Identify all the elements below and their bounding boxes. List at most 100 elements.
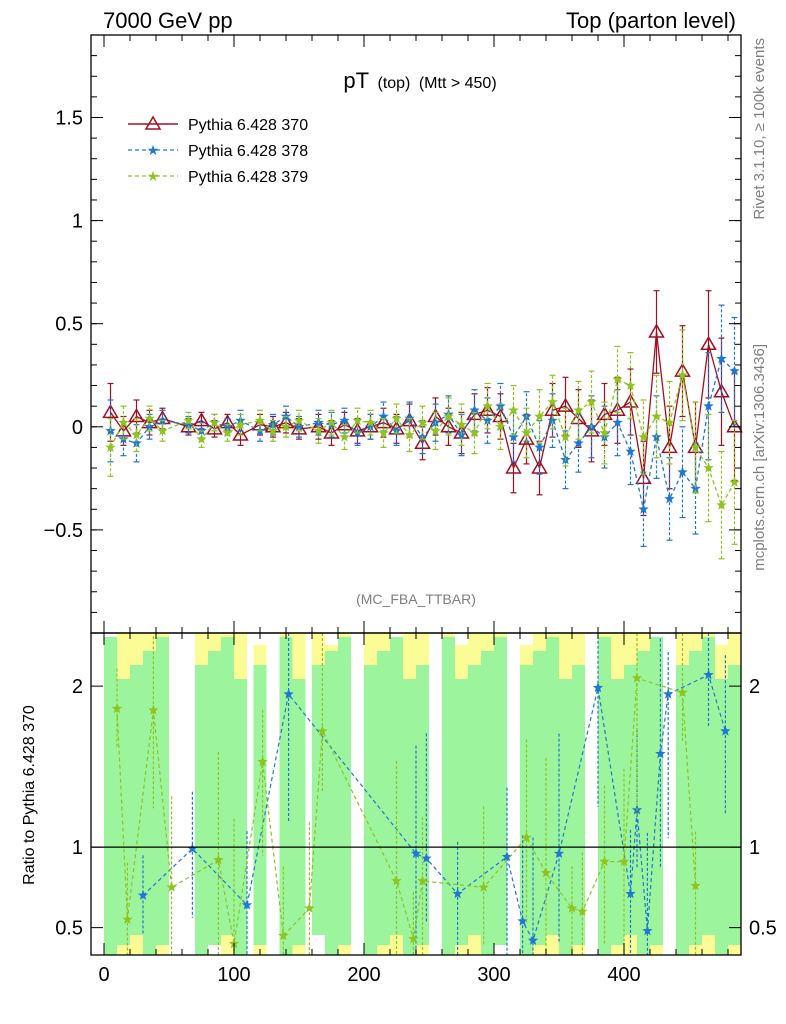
data-point [596,405,613,421]
ratio-y-tick-label: 1 [72,837,83,859]
ratio-y-tick-label: 0.5 [55,918,83,940]
data-point [651,411,662,421]
ratio-band-inner [637,651,650,955]
ratio-data-point [410,848,422,858]
data-point [232,426,249,441]
data-point [102,403,119,419]
ratio-data-point [213,854,224,865]
ratio-plot-marks [111,633,731,955]
ratio-data-point [257,756,268,767]
ratio-data-point [592,682,604,693]
ratio-ylabel: Ratio to Pythia 6.428 370 [21,705,38,885]
y-tick-label: 0.5 [55,314,83,336]
data-point [703,462,714,473]
ratio-band-inner [208,651,221,945]
data-point [547,396,558,407]
ratio-band-inner [468,665,481,935]
ratio-band-inner [494,637,507,945]
plot-title-sub2: (Mtt > 450) [419,75,497,92]
ratio-data-point [663,688,674,699]
data-point [557,397,574,412]
y-tick-label: −0.5 [44,520,83,542]
data-point [700,335,717,351]
data-point [729,477,740,487]
data-point [183,419,194,430]
header-right: Top (parton level) [566,8,736,33]
ratio-data-point [631,672,643,683]
main-plot-marks [102,290,743,560]
x-tick-label: 300 [477,964,510,986]
ratio-band-inner [143,651,156,955]
data-point [599,427,610,438]
ratio-band-inner [559,679,572,955]
ratio-data-point [599,856,610,867]
data-point [716,353,727,364]
ratio-data-point [553,848,565,858]
x-tick-label: 100 [217,964,250,986]
data-point [352,415,363,426]
data-point [293,421,305,432]
plot-title-sub1: (top) [377,75,410,92]
data-point [690,483,701,494]
ratio-band-inner [338,637,351,945]
data-point [323,424,340,439]
data-point [638,431,649,442]
ratio-data-point [577,906,588,916]
ratio-band-inner [650,637,663,945]
ratio-data-point [137,889,149,900]
data-point [267,425,279,436]
plot-title: pT (top) (Mtt > 450) [343,68,496,93]
data-point [508,404,519,415]
data-point [290,420,308,435]
data-point [612,417,623,428]
data-point [365,421,376,432]
data-point [573,404,584,415]
ratio-band-inner [364,665,377,955]
data-point [560,431,571,442]
data-point [391,413,402,423]
data-point [144,421,155,432]
legend-marker-379: ★ [147,168,160,184]
ratio-band-inner [403,679,416,955]
ratio-data-point [720,725,731,736]
ratio-band-inner [728,665,741,945]
data-point [664,493,675,504]
data-point [547,415,558,426]
data-point [534,411,545,421]
data-point [456,419,467,430]
data-point [105,441,116,452]
ratio-data-point [478,881,489,892]
data-point [378,411,389,421]
ratio-band-inner [221,637,234,935]
legend: Pythia 6.428 370 ★ Pythia 6.428 378 ★ Py… [128,115,308,186]
ratio-data-point [677,687,688,697]
x-tick-label: 0 [98,964,109,986]
data-point [505,459,522,474]
legend-marker-370 [144,115,162,130]
legend-marker-378: ★ [147,142,160,158]
ratio-y-tick-label-right: 0.5 [749,918,777,940]
data-point [482,400,493,411]
data-point [664,417,675,428]
ratio-data-point [501,851,513,862]
analysis-tag: (MC_FBA_TTBAR) [356,591,476,607]
ratio-band-inner [624,665,637,935]
ratio-data-point [304,902,315,913]
data-point [404,429,415,440]
data-point [521,427,532,438]
ratio-data-point [148,704,159,715]
ratio-y-tick-label: 2 [72,676,83,698]
data-point [677,369,688,380]
ratio-band-inner [377,651,390,945]
ratio-band-inner [130,665,143,935]
data-point [131,429,142,440]
ratio-data-point [278,930,289,941]
header-left: 7000 GeV pp [103,8,233,33]
data-point [638,503,649,514]
data-point [365,417,376,428]
ratio-data-point [283,688,294,699]
data-point [482,415,493,426]
ratio-data-point [421,852,432,863]
ratio-data-point [166,881,177,892]
